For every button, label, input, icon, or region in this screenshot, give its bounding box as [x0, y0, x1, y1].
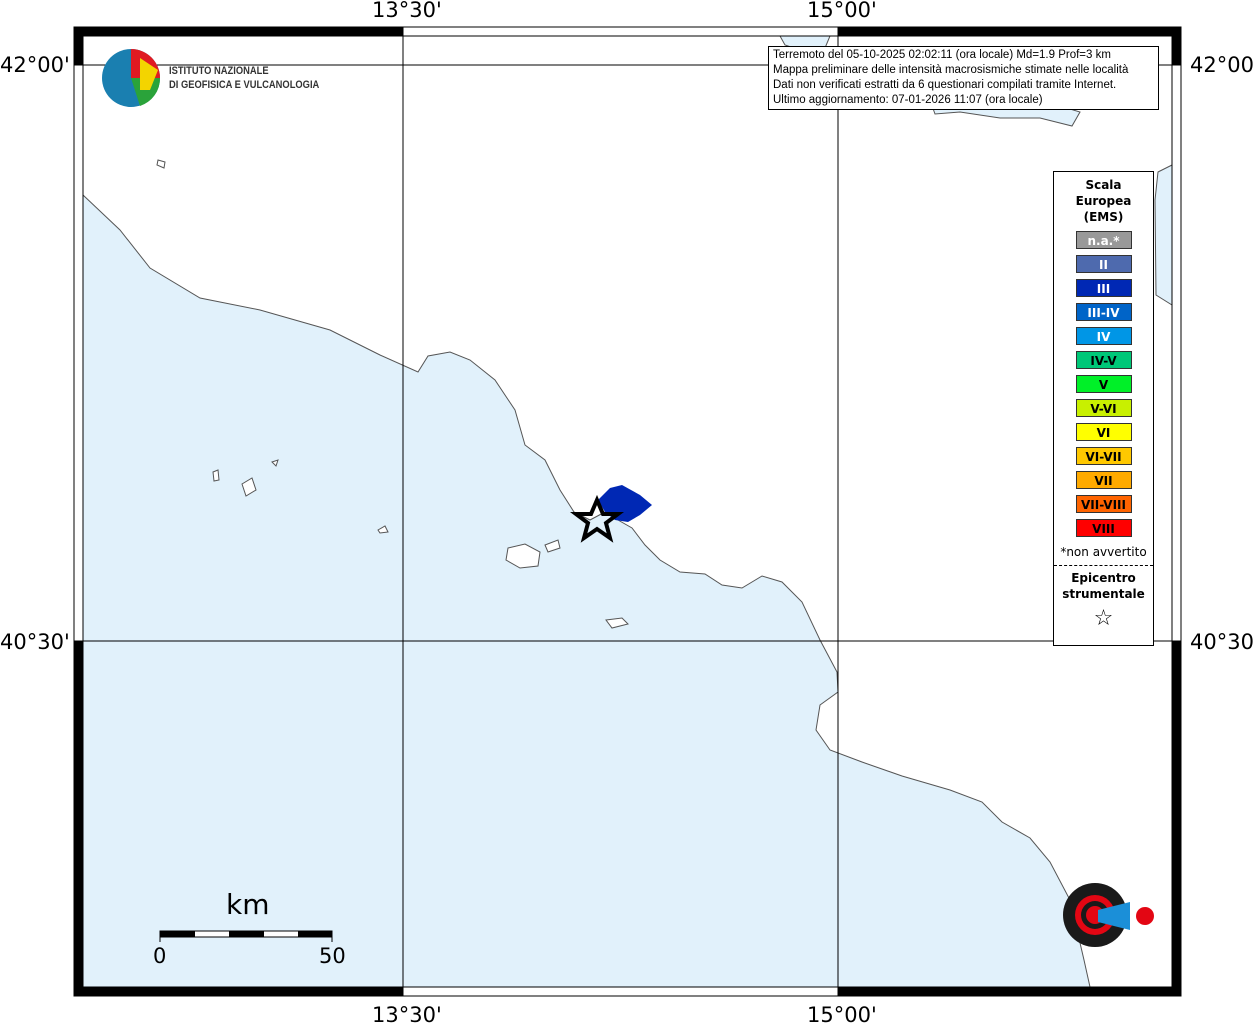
lon-label-top-2: 15°00' — [807, 0, 877, 22]
scale-max: 50 — [319, 944, 346, 968]
legend-title: Scala Europea (EMS) — [1054, 177, 1153, 225]
lat-label-right-1: 42°00' — [1190, 53, 1255, 77]
epicenter-title-line: strumentale — [1062, 587, 1145, 601]
legend-swatch-v-vi: V-VI — [1075, 399, 1132, 417]
info-line: Terremoto del 05-10-2025 02:02:11 (ora l… — [773, 49, 1111, 61]
ingv-logo-text: ISTITUTO NAZIONALE DI GEOFISICA E VULCAN… — [169, 64, 319, 92]
legend-swatch-na: n.a.* — [1075, 231, 1132, 249]
legend-swatch-iii: III — [1075, 279, 1132, 297]
legend-note: *non avvertito — [1060, 545, 1147, 559]
legend-swatch-v: V — [1075, 375, 1132, 393]
star-icon: ☆ — [1093, 606, 1114, 631]
legend-title-line: (EMS) — [1083, 210, 1124, 224]
info-line: Mappa preliminare delle intensità macros… — [773, 64, 1129, 76]
legend-swatch-ii: II — [1075, 255, 1132, 273]
legend-swatch-vi: VI — [1075, 423, 1132, 441]
legend-swatch-iv: IV — [1075, 327, 1132, 345]
legend-swatch-vii-viii: VII-VIII — [1075, 495, 1132, 513]
lon-label-bottom-1: 13°30' — [372, 1003, 442, 1027]
divider — [1054, 565, 1153, 566]
haisentito-logo — [1063, 883, 1154, 947]
legend-title-line: Europea — [1075, 194, 1132, 208]
map-frame — [73, 26, 1182, 997]
legend-swatch-vi-vii: VI-VII — [1075, 447, 1132, 465]
info-line: Dati non verificati estratti da 6 questi… — [773, 79, 1117, 91]
islands — [156, 159, 629, 629]
legend-title-line: Scala — [1085, 178, 1122, 192]
scale-min: 0 — [153, 944, 167, 968]
lon-label-bottom-2: 15°00' — [807, 1003, 877, 1027]
info-line: Ultimo aggiornamento: 07-01-2026 11:07 (… — [773, 94, 1043, 106]
scale-bar — [159, 930, 333, 942]
legend-swatch-viii: VIII — [1075, 519, 1132, 537]
event-info-box: Terremoto del 05-10-2025 02:02:11 (ora l… — [768, 46, 1159, 110]
lat-label-left-1: 42°00' — [0, 53, 70, 77]
lat-label-right-2: 40°30' — [1190, 630, 1255, 654]
ingv-line-1: ISTITUTO NAZIONALE — [169, 65, 269, 77]
legend: Scala Europea (EMS) n.a.* II III III-IV IV IV… — [1053, 171, 1154, 646]
lon-label-top-1: 13°30' — [372, 0, 442, 22]
scale-unit: km — [226, 888, 270, 921]
epicenter-legend-title: Epicentro strumentale — [1054, 570, 1153, 602]
legend-swatch-vii: VII — [1075, 471, 1132, 489]
legend-swatches: n.a.* II III III-IV IV IV-V V V-VI VI VI-VII VII VI… — [1054, 231, 1153, 537]
epicenter-star — [570, 494, 624, 543]
legend-swatch-iv-v: IV-V — [1075, 351, 1132, 369]
legend-swatch-iii-iv: III-IV — [1075, 303, 1132, 321]
epicenter-title-line: Epicentro — [1071, 571, 1136, 585]
lat-label-left-2: 40°30' — [0, 630, 70, 654]
ingv-line-2: DI GEOFISICA E VULCANOLOGIA — [169, 79, 320, 91]
ingv-logo-globe — [102, 49, 161, 107]
